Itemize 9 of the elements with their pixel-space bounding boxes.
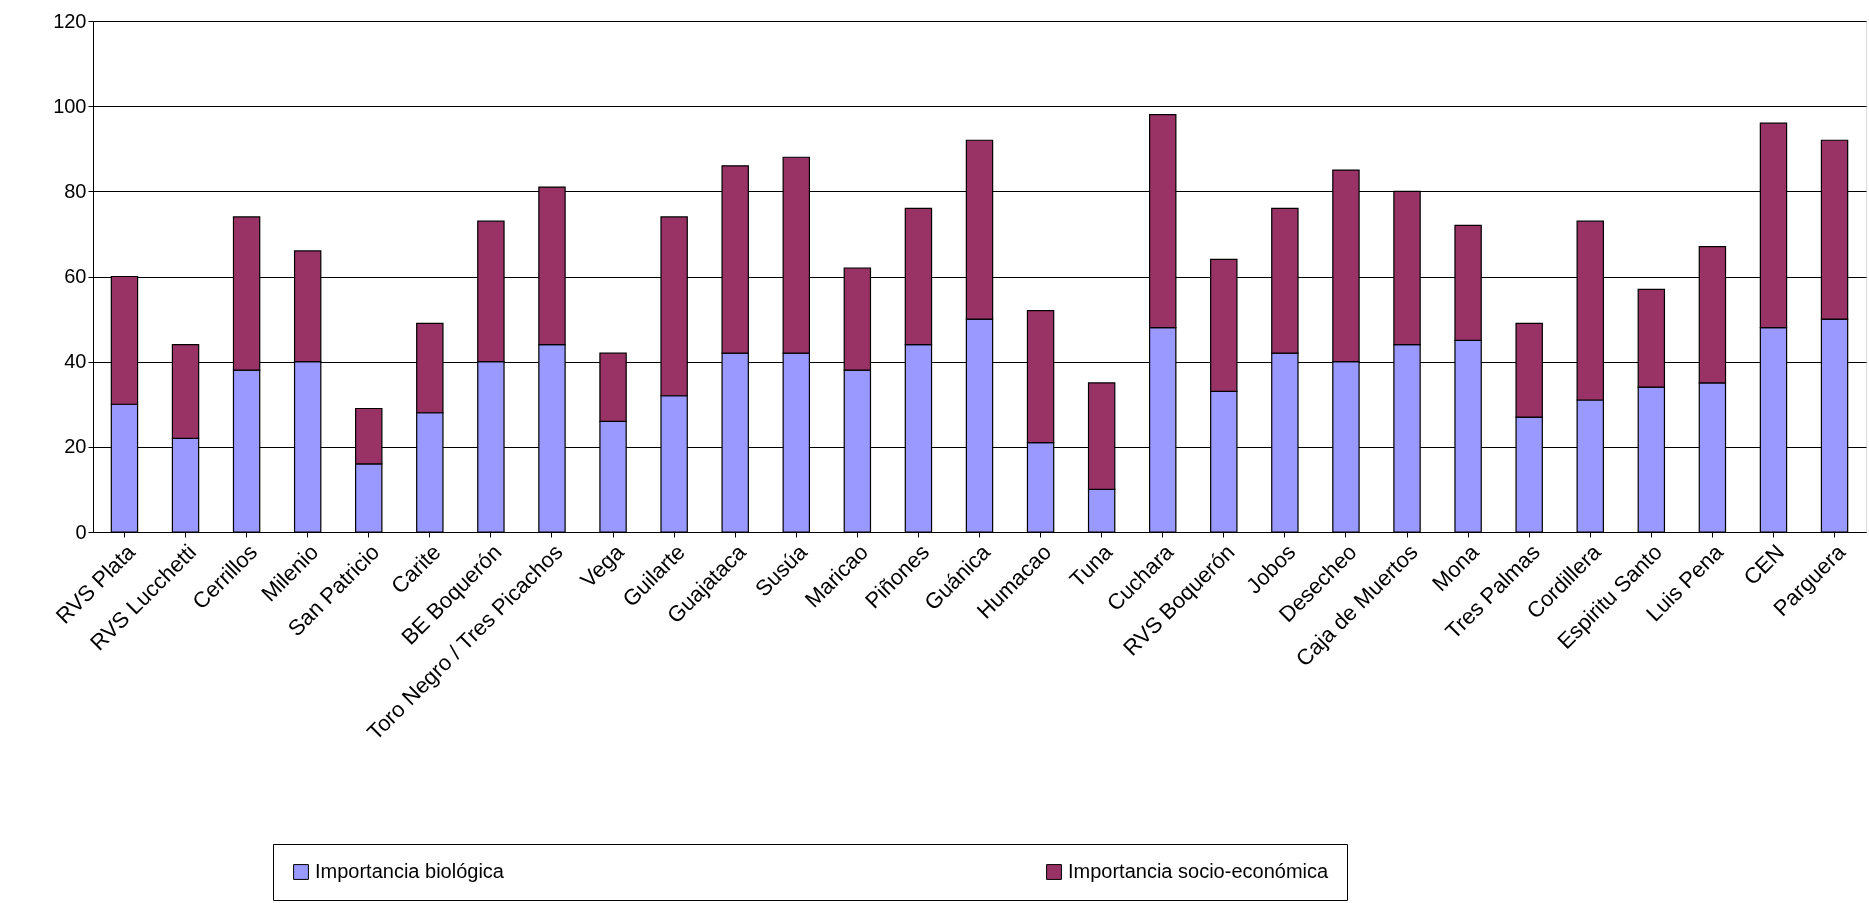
y-tick-label: 20 (64, 435, 87, 458)
y-tick-label: 60 (64, 265, 87, 287)
legend-label: Importancia socio-económica (1068, 860, 1329, 882)
y-tick-label: 120 (53, 9, 87, 32)
y-tick-label: 100 (53, 94, 87, 117)
y-tick-label: 80 (64, 179, 87, 202)
y-tick-label: 40 (64, 350, 87, 373)
legend-label: Importancia biológica (315, 860, 505, 882)
y-tick-label: 0 (75, 520, 87, 543)
